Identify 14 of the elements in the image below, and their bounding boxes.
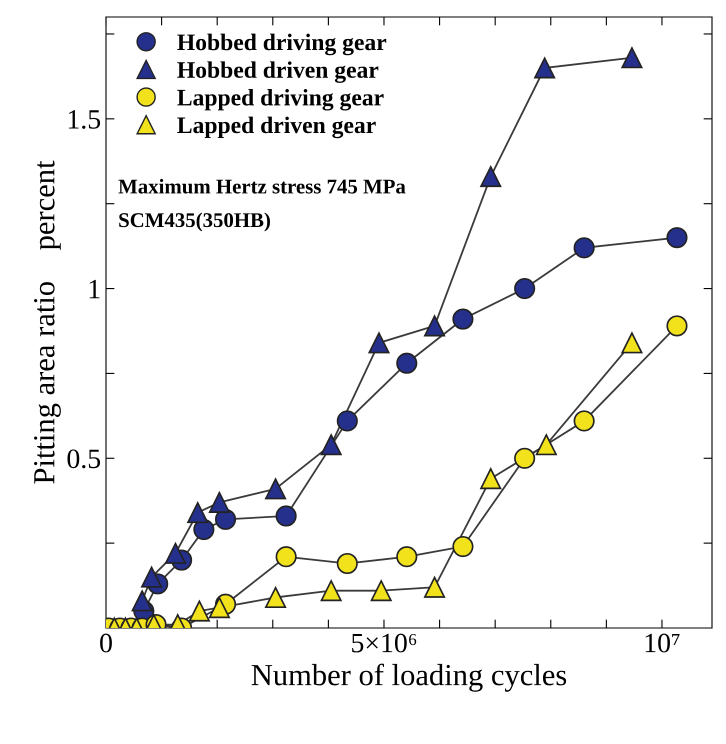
x-tick-label: 5×10⁶ [352,634,416,652]
legend-label: Hobbed driven gear [177,61,378,83]
annotation: Maximum Hertz stress 745 MPa [118,178,406,194]
x-axis-title: Number of loading cycles [252,664,566,692]
y-tick-label: 0.5 [67,449,100,468]
y-tick-label: 1 [90,280,100,298]
annotation: SCM435(350HB) [119,212,270,232]
y-axis-title: Pitting area ratio percent [34,160,61,484]
y-tick-label: 1.5 [68,110,100,129]
legend-label: Hobbed driving gear [177,34,386,56]
x-tick-label: 0 [100,634,112,652]
legend-label: Lapped driven gear [177,116,376,138]
legend-label: Lapped driving gear [177,88,384,111]
x-tick-label: 10⁷ [646,634,680,652]
